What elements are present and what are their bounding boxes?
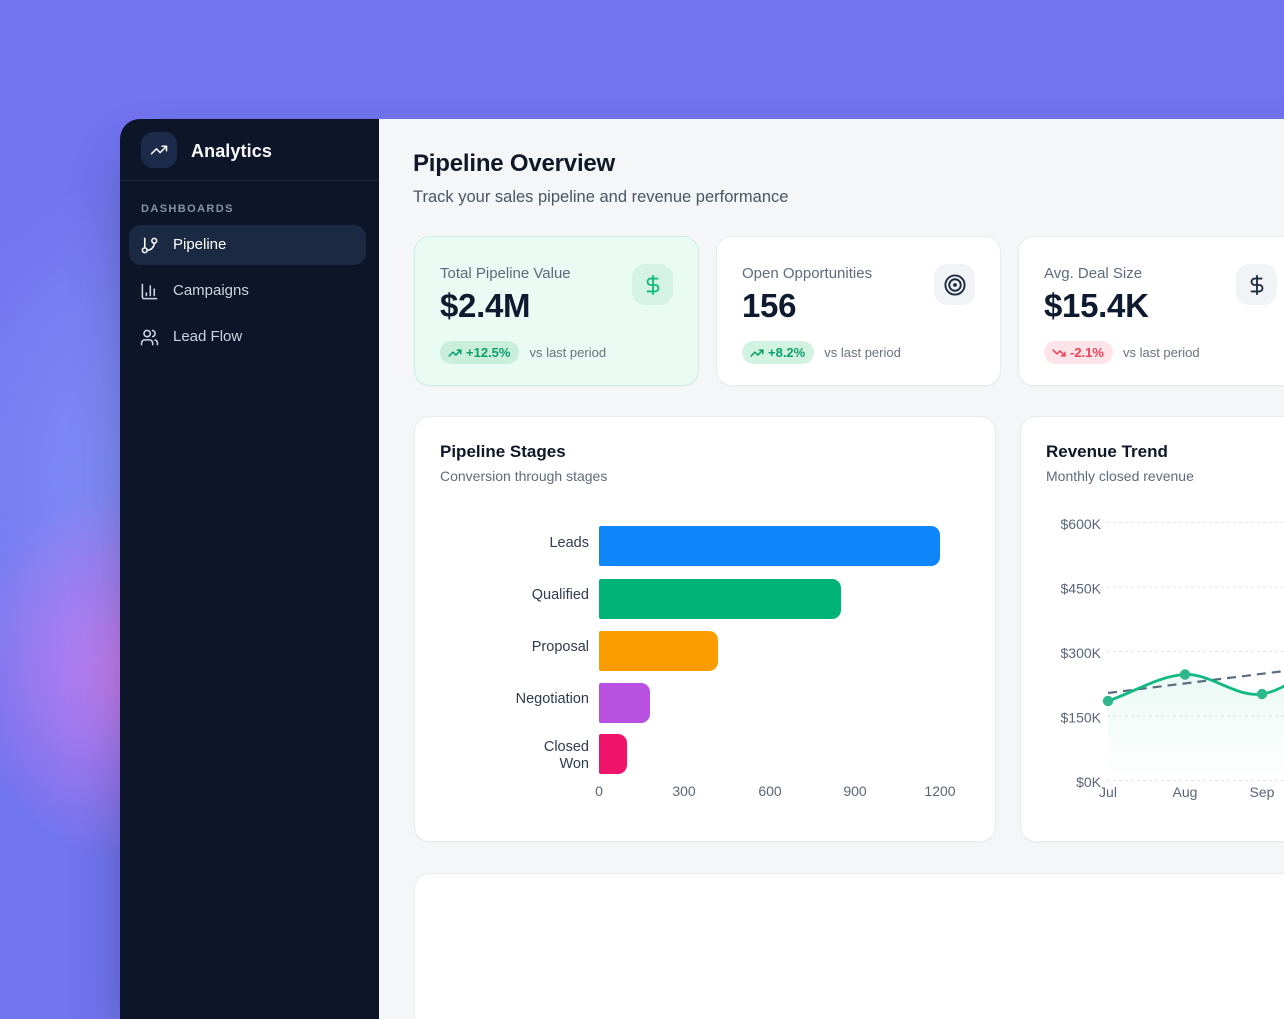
svg-text:$150K: $150K (1061, 710, 1102, 726)
svg-text:$600K: $600K (1061, 516, 1102, 532)
svg-text:$0K: $0K (1076, 774, 1102, 790)
svg-text:Aug: Aug (1173, 784, 1198, 800)
svg-text:Jul: Jul (1099, 784, 1117, 800)
svg-text:$450K: $450K (1061, 581, 1102, 597)
svg-text:$300K: $300K (1061, 645, 1102, 661)
svg-text:Sep: Sep (1250, 784, 1275, 800)
